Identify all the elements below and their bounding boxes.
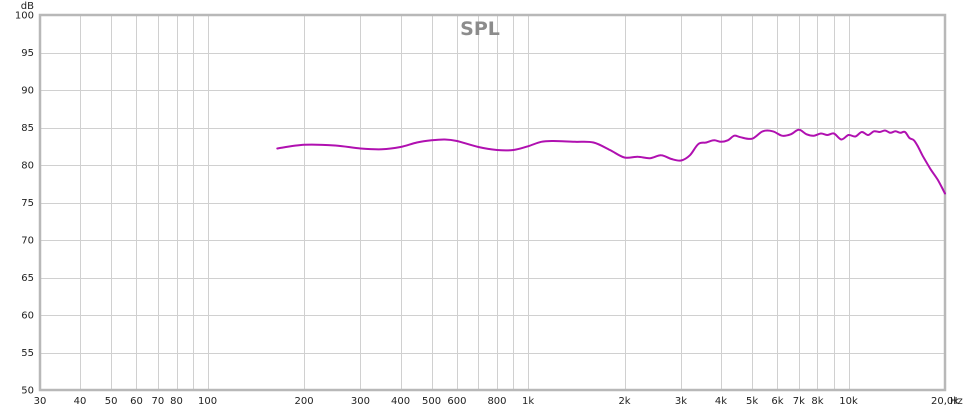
y-tick-label: 80 [21, 161, 34, 172]
spl-series-line [276, 128, 946, 195]
y-tick-label: 75 [21, 198, 34, 209]
y-tick-label: 65 [21, 273, 34, 284]
x-tick-label: 10k [839, 396, 858, 407]
x-tick-label: 2k [618, 396, 630, 407]
y-tick-label: 85 [21, 123, 34, 134]
x-tick-label: 1k [522, 396, 534, 407]
x-tick-label: 300 [351, 396, 370, 407]
x-axis-unit-label: Hz [950, 396, 963, 407]
y-tick-label: 60 [21, 311, 34, 322]
x-axis-ticks: 30 40 50 60 70 80 100 200 300 400 500 600 800 1k 2k 3k 4… [34, 396, 960, 407]
x-tick-label: 60 [130, 396, 143, 407]
chart-title: SPL [460, 18, 500, 40]
y-axis-ticks: 50 55 60 65 70 75 80 85 90 95 100 [15, 11, 34, 397]
x-tick-label: 20,0k [931, 396, 959, 407]
x-tick-label: 80 [170, 396, 183, 407]
x-tick-label: 6k [771, 396, 783, 407]
y-tick-label: 70 [21, 236, 34, 247]
x-tick-label: 7k [793, 396, 805, 407]
grid [40, 15, 946, 391]
y-axis-unit-label: dB [21, 1, 34, 12]
y-tick-label: 95 [21, 48, 34, 59]
plot-frame [38, 13, 947, 392]
x-tick-label: 600 [447, 396, 466, 407]
x-tick-label: 70 [152, 396, 165, 407]
y-tick-label: 100 [15, 11, 34, 22]
x-tick-label: 40 [74, 396, 87, 407]
x-tick-label: 500 [422, 396, 441, 407]
y-tick-label: 90 [21, 86, 34, 97]
x-tick-label: 50 [105, 396, 118, 407]
y-tick-label: 55 [21, 348, 34, 359]
x-tick-label: 30 [34, 396, 47, 407]
x-tick-label: 4k [715, 396, 727, 407]
x-tick-label: 100 [198, 396, 217, 407]
x-tick-label: 3k [675, 396, 687, 407]
series-layer [276, 128, 946, 195]
y-tick-label: 50 [21, 386, 34, 397]
x-tick-label: 8k [811, 396, 823, 407]
x-tick-label: 5k [746, 396, 758, 407]
x-tick-label: 400 [391, 396, 410, 407]
x-tick-label: 200 [294, 396, 313, 407]
x-tick-label: 800 [487, 396, 506, 407]
